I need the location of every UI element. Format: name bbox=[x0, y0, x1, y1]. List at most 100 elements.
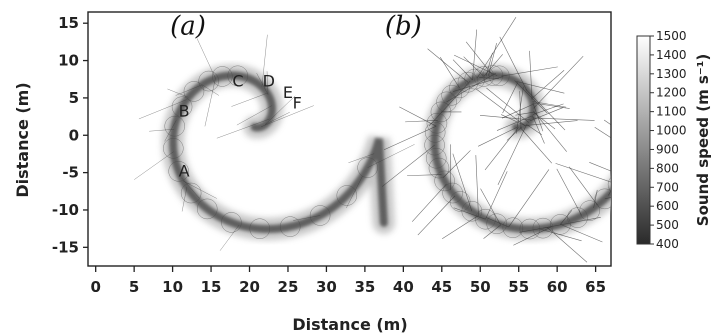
ray-loop bbox=[168, 161, 189, 182]
ray-segment bbox=[515, 111, 534, 116]
ray-loop bbox=[221, 212, 242, 233]
ray-segment bbox=[594, 127, 611, 139]
ray-segment bbox=[266, 71, 269, 95]
ray-segment bbox=[181, 187, 188, 212]
ray-segment bbox=[538, 228, 582, 242]
x-tick-label: 10 bbox=[162, 278, 183, 296]
ray-segment bbox=[138, 99, 187, 120]
spiral-waveguides bbox=[161, 64, 611, 240]
ray-segment bbox=[181, 177, 200, 199]
ray-segment bbox=[265, 111, 290, 125]
ray-segment bbox=[219, 224, 240, 251]
ray-segment bbox=[560, 224, 603, 243]
ray-loop bbox=[163, 138, 184, 159]
colorbar-tick-label: 900 bbox=[656, 142, 679, 156]
ray-loop bbox=[171, 96, 193, 117]
ray-loop bbox=[180, 182, 202, 204]
ray-loop bbox=[502, 217, 524, 238]
ray-segment bbox=[513, 226, 552, 246]
ray-segment bbox=[383, 125, 437, 151]
ray-loop bbox=[464, 68, 485, 90]
ray-segment bbox=[532, 102, 570, 109]
colorbar-label: Sound speed (m s⁻¹) bbox=[694, 54, 712, 226]
ray-segment bbox=[479, 77, 500, 79]
ray-loop bbox=[475, 208, 496, 230]
ray-loop bbox=[436, 91, 457, 113]
ray-loop bbox=[579, 200, 600, 221]
colorbar-tick-label: 500 bbox=[656, 218, 679, 232]
colorbar-tick-label: 1100 bbox=[656, 105, 687, 119]
y-tick-label: 10 bbox=[58, 52, 79, 70]
ray-segment bbox=[216, 118, 270, 139]
x-tick-label: 35 bbox=[354, 278, 375, 296]
ray-segment bbox=[475, 88, 526, 126]
ray-segment bbox=[497, 124, 527, 185]
panel-labels: (a) (b) bbox=[170, 11, 422, 41]
point-label-f: F bbox=[293, 93, 302, 112]
y-tick-label: 5 bbox=[69, 89, 79, 107]
ray-loop bbox=[357, 157, 378, 178]
ray-segment bbox=[604, 197, 611, 200]
x-axis-label: Distance (m) bbox=[292, 315, 407, 334]
ray-segment bbox=[472, 29, 478, 81]
ray-segment bbox=[515, 86, 524, 134]
ray-segment bbox=[439, 57, 460, 89]
ray-segment bbox=[508, 169, 550, 228]
colorbar-tick-label: 1400 bbox=[656, 48, 687, 62]
y-tick-label: 15 bbox=[58, 14, 79, 32]
ray-loop bbox=[486, 213, 507, 235]
ray-segment bbox=[525, 120, 578, 126]
x-tick-label: 15 bbox=[201, 278, 222, 296]
ray-segment bbox=[407, 174, 442, 176]
ray-segment bbox=[555, 163, 611, 183]
ray-loop bbox=[428, 157, 450, 179]
ray-segment bbox=[484, 127, 519, 171]
ray-segment bbox=[501, 114, 526, 126]
ray-segment bbox=[465, 41, 494, 76]
ray-segment bbox=[531, 70, 565, 99]
ray-segment bbox=[204, 78, 216, 127]
ray-segment bbox=[501, 66, 558, 77]
x-tick-label: 50 bbox=[470, 278, 491, 296]
ray-segment bbox=[526, 124, 542, 135]
ray-segment bbox=[529, 50, 533, 101]
ray-segment bbox=[442, 215, 479, 239]
ray-segment bbox=[531, 117, 595, 121]
ray-segment bbox=[533, 55, 584, 109]
ray-loop bbox=[430, 101, 452, 123]
y-tick-label: -15 bbox=[52, 238, 79, 256]
ray-segment bbox=[501, 103, 534, 119]
ray-segment bbox=[486, 87, 529, 123]
ray-segment bbox=[477, 127, 518, 147]
ray-segment bbox=[399, 106, 437, 127]
ray-segment bbox=[452, 59, 473, 81]
ray-segment bbox=[525, 89, 566, 131]
ray-segment bbox=[506, 126, 522, 141]
ray-segment bbox=[463, 56, 485, 77]
ray-segment bbox=[519, 91, 522, 128]
ray-segment bbox=[532, 115, 545, 144]
ray-segment bbox=[261, 105, 314, 128]
x-tick-label: 60 bbox=[547, 278, 568, 296]
ray-loop bbox=[457, 71, 479, 93]
point-label-e: E bbox=[283, 83, 293, 102]
ray-segment bbox=[547, 227, 588, 263]
ray-segment bbox=[502, 82, 519, 114]
ray-segment bbox=[480, 114, 531, 121]
ray-loop bbox=[249, 218, 271, 239]
ray-segment bbox=[475, 155, 479, 216]
ray-segment bbox=[519, 127, 553, 164]
y-axis: -15 -10 -5 0 5 10 15 bbox=[52, 14, 88, 256]
colorbar-gradient bbox=[636, 35, 651, 245]
ray-segment bbox=[381, 144, 435, 187]
ray-segment bbox=[261, 34, 268, 87]
colorbar-tick-label: 600 bbox=[656, 199, 679, 213]
ray-segment bbox=[533, 111, 556, 130]
ray-loop bbox=[164, 115, 185, 137]
colorbar-tick-label: 1500 bbox=[656, 29, 687, 43]
y-tick-label: -5 bbox=[62, 164, 79, 182]
ray-segment bbox=[427, 48, 469, 83]
ray-segment bbox=[532, 103, 564, 115]
ray-segment bbox=[231, 92, 268, 107]
